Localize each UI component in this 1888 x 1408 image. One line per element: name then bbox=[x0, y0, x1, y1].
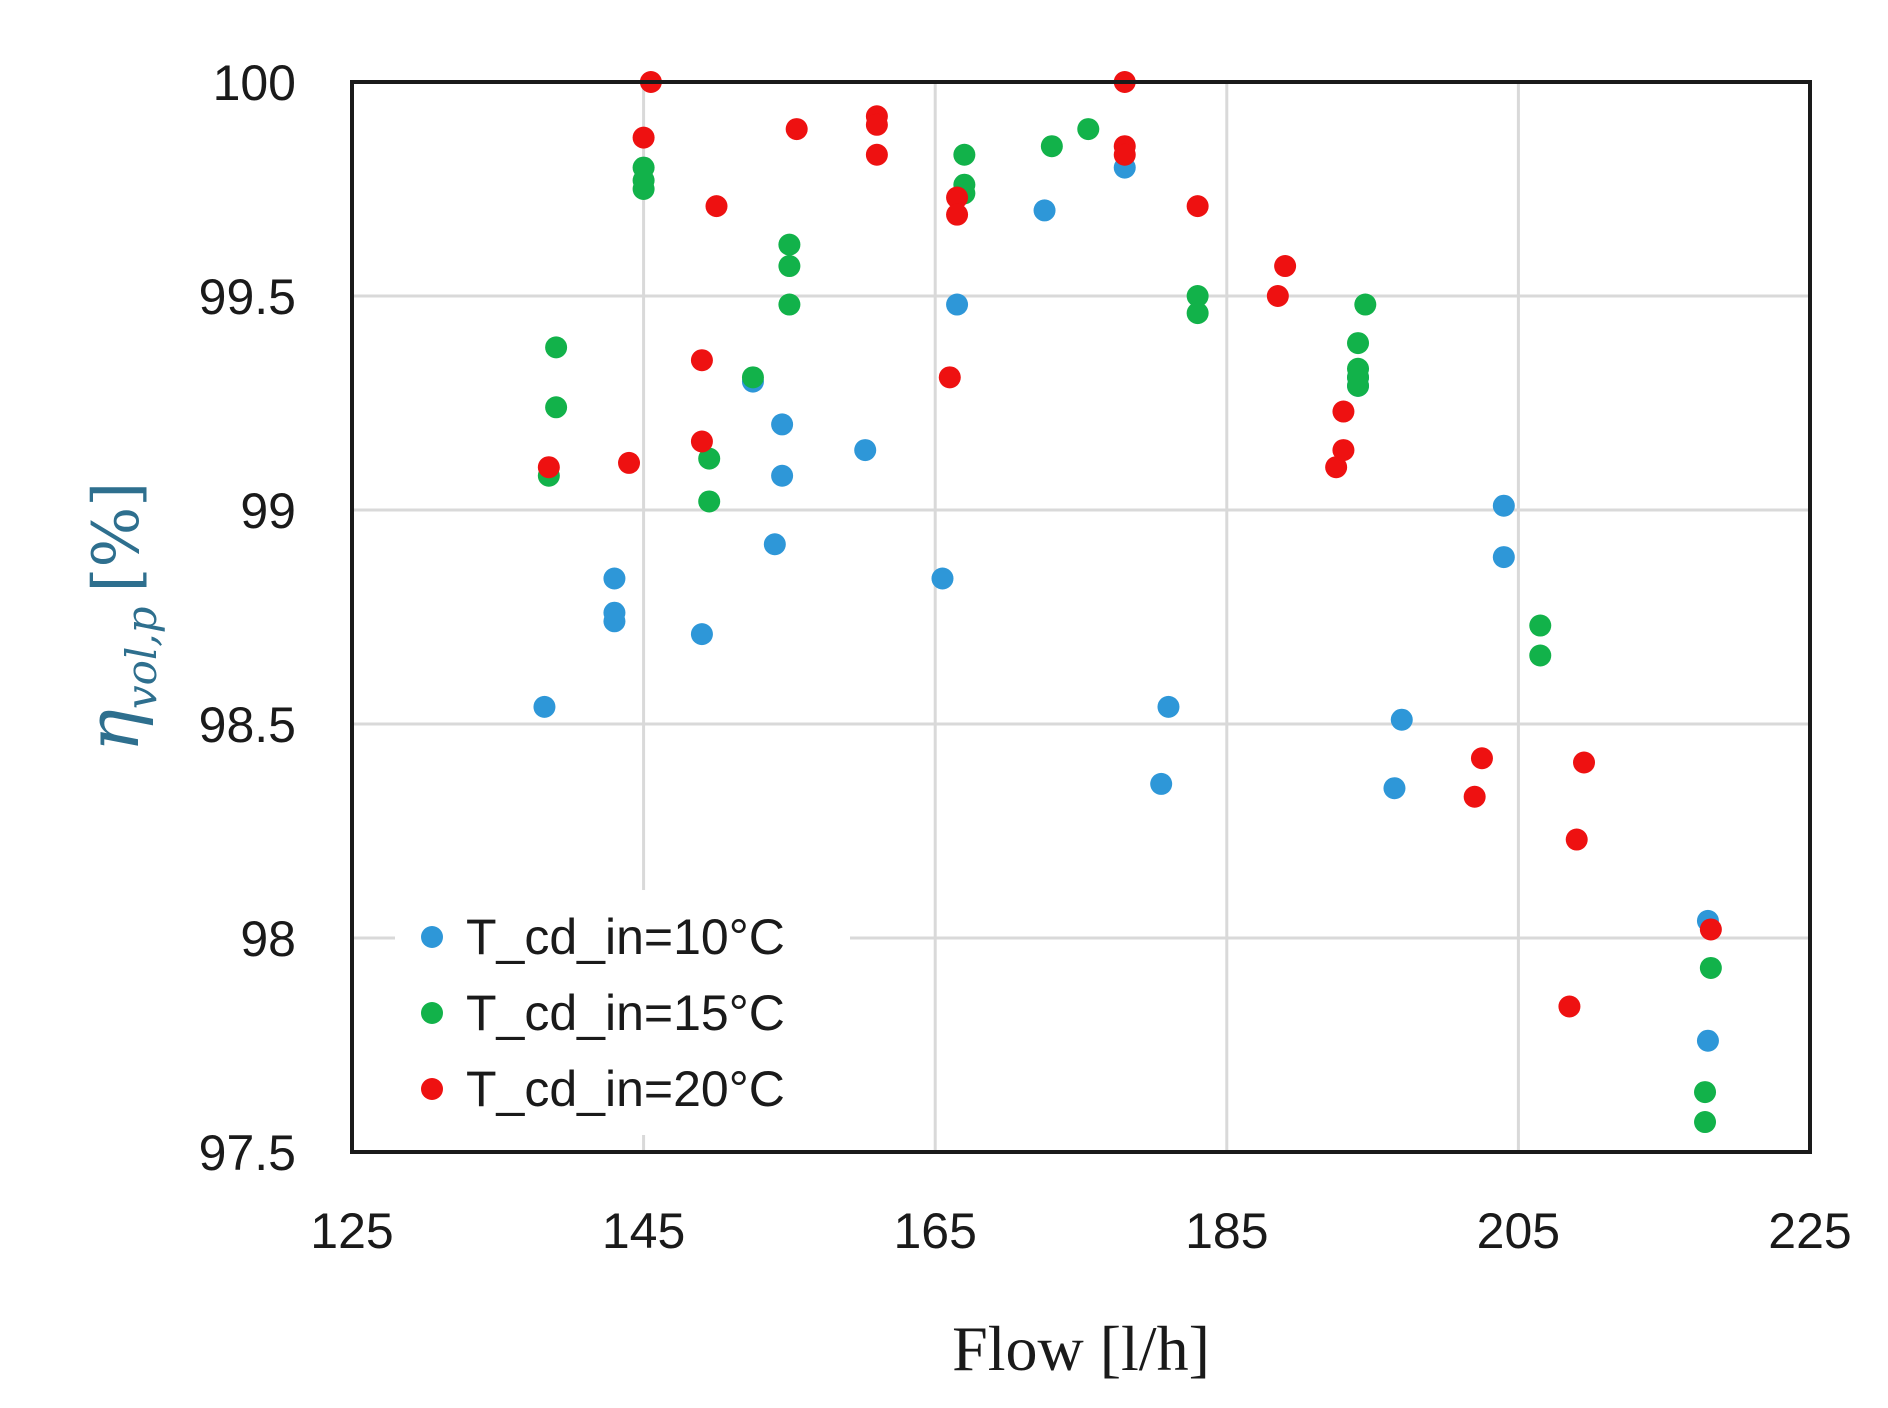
data-point-series-1 bbox=[763, 533, 786, 556]
data-point-series-1 bbox=[1492, 494, 1515, 517]
data-point-series-2 bbox=[1077, 118, 1100, 141]
y-axis-symbol: η bbox=[71, 709, 155, 752]
x-tick-label: 205 bbox=[1477, 1203, 1560, 1259]
data-point-series-3 bbox=[865, 113, 888, 136]
data-point-series-1 bbox=[1390, 708, 1413, 731]
x-tick-label: 125 bbox=[310, 1203, 393, 1259]
data-point-series-2 bbox=[1186, 285, 1209, 307]
data-point-series-1 bbox=[1383, 777, 1406, 800]
x-tick-label: 185 bbox=[1185, 1203, 1268, 1259]
data-point-series-1 bbox=[771, 464, 794, 487]
legend-marker bbox=[421, 1002, 443, 1024]
legend-label: T_cd_in=15°C bbox=[466, 985, 785, 1041]
data-point-series-2 bbox=[1699, 956, 1722, 979]
data-point-series-1 bbox=[603, 610, 626, 633]
data-point-series-1 bbox=[946, 293, 969, 316]
data-point-series-3 bbox=[938, 366, 961, 389]
data-point-series-1 bbox=[931, 567, 954, 590]
y-axis-title: ηvol,p [%] bbox=[71, 482, 166, 753]
data-point-series-3 bbox=[1463, 785, 1486, 808]
data-point-series-2 bbox=[778, 233, 801, 256]
x-tick-label: 145 bbox=[602, 1203, 685, 1259]
data-point-series-2 bbox=[1694, 1111, 1717, 1134]
data-point-series-3 bbox=[537, 456, 560, 479]
svg-text:ηvol,p[%]: ηvol,p [%] bbox=[71, 482, 166, 753]
data-point-series-3 bbox=[946, 186, 969, 209]
data-point-series-3 bbox=[632, 126, 655, 149]
legend-marker bbox=[421, 1078, 443, 1100]
data-point-series-2 bbox=[1186, 302, 1209, 325]
y-tick-label: 99.5 bbox=[199, 269, 296, 325]
data-point-series-2 bbox=[545, 396, 568, 419]
y-tick-label: 98 bbox=[240, 911, 296, 967]
x-tick-label: 225 bbox=[1768, 1203, 1851, 1259]
data-point-series-2 bbox=[1354, 293, 1377, 316]
data-point-series-3 bbox=[1186, 195, 1209, 218]
data-point-series-3 bbox=[1113, 143, 1136, 166]
tick-labels: 125 145 165 185 205 225 97.5 98 98.5 99 99.5 100 bbox=[199, 55, 1852, 1259]
data-point-series-1 bbox=[771, 413, 794, 436]
y-axis-subscript: vol,p bbox=[117, 606, 166, 709]
data-point-series-3 bbox=[1470, 747, 1493, 770]
data-point-series-3 bbox=[1325, 456, 1348, 479]
legend-label: T_cd_in=20°C bbox=[466, 1061, 785, 1117]
data-point-series-3 bbox=[1266, 285, 1289, 307]
data-point-series-3 bbox=[1699, 918, 1722, 941]
data-point-series-3 bbox=[618, 451, 641, 474]
data-point-series-3 bbox=[690, 430, 713, 453]
data-point-series-2 bbox=[698, 490, 721, 513]
data-point-series-3 bbox=[705, 195, 728, 218]
data-point-series-1 bbox=[1157, 695, 1180, 718]
data-point-series-3 bbox=[1565, 828, 1588, 851]
data-point-series-1 bbox=[854, 439, 877, 462]
y-tick-label: 99 bbox=[240, 483, 296, 539]
data-point-series-1 bbox=[690, 623, 713, 646]
x-axis-title: Flow [l/h] bbox=[952, 1313, 1210, 1384]
data-point-series-3 bbox=[785, 118, 808, 141]
legend-marker bbox=[421, 926, 443, 948]
data-point-series-1 bbox=[1150, 772, 1173, 795]
data-point-series-2 bbox=[545, 336, 568, 359]
data-point-series-3 bbox=[946, 203, 969, 226]
data-point-series-1 bbox=[1033, 199, 1056, 222]
data-point-series-2 bbox=[741, 366, 764, 389]
data-point-series-1 bbox=[1492, 546, 1515, 569]
data-point-series-2 bbox=[778, 255, 801, 278]
data-point-series-2 bbox=[632, 178, 655, 200]
data-point-series-2 bbox=[1347, 332, 1370, 355]
data-point-series-2 bbox=[1529, 644, 1552, 667]
plot-frame bbox=[350, 80, 1812, 1154]
data-point-series-3 bbox=[1332, 439, 1355, 462]
data-points bbox=[533, 71, 1722, 1134]
data-point-series-2 bbox=[1347, 374, 1370, 397]
legend: T_cd_in=10°C T_cd_in=15°C T_cd_in=20°C bbox=[421, 909, 785, 1117]
data-point-series-2 bbox=[1529, 614, 1552, 637]
data-point-series-1 bbox=[603, 567, 626, 590]
legend-label: T_cd_in=10°C bbox=[466, 909, 785, 965]
data-point-series-2 bbox=[1040, 135, 1063, 158]
data-point-series-3 bbox=[1274, 255, 1297, 278]
legend-background bbox=[395, 890, 850, 1135]
data-point-series-3 bbox=[690, 349, 713, 372]
x-tick-label: 165 bbox=[893, 1203, 976, 1259]
data-point-series-3 bbox=[865, 143, 888, 166]
data-point-series-2 bbox=[953, 143, 976, 166]
y-tick-label: 100 bbox=[213, 55, 296, 111]
data-point-series-3 bbox=[1558, 995, 1581, 1018]
data-point-series-1 bbox=[1696, 1029, 1719, 1052]
data-point-series-2 bbox=[1694, 1081, 1717, 1104]
data-point-series-3 bbox=[1332, 400, 1355, 423]
data-point-series-3 bbox=[1573, 751, 1596, 774]
data-point-series-2 bbox=[698, 447, 721, 470]
y-tick-label: 97.5 bbox=[199, 1125, 296, 1181]
y-axis-unit: [%] bbox=[80, 482, 154, 593]
data-point-series-1 bbox=[533, 695, 556, 718]
y-tick-label: 98.5 bbox=[199, 697, 296, 753]
data-point-series-2 bbox=[778, 293, 801, 316]
